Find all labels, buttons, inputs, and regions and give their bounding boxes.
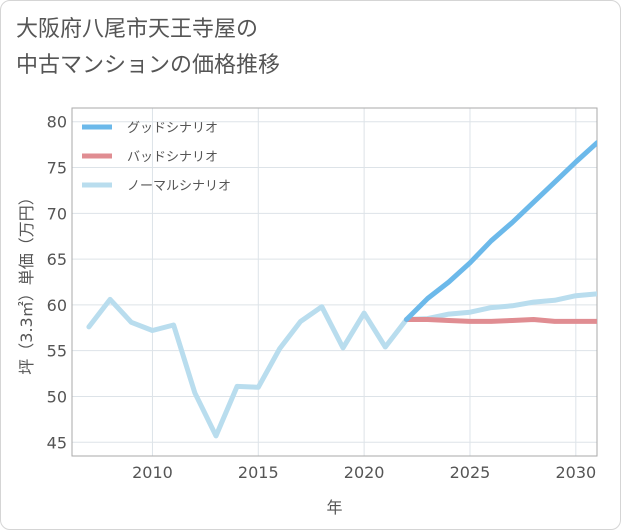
series-line-3	[86, 291, 597, 439]
y-tick-label: 45	[47, 433, 67, 452]
series-line-2	[404, 317, 597, 324]
x-tick-label: 2025	[450, 463, 491, 482]
plot-area	[71, 107, 598, 457]
x-tick-label: 2010	[132, 463, 173, 482]
y-tick-label: 65	[47, 250, 67, 269]
y-tick-label: 60	[47, 296, 67, 315]
y-tick-label: 70	[47, 204, 67, 223]
x-axis-title: 年	[326, 498, 342, 517]
x-tick-label: 2020	[344, 463, 385, 482]
legend-label-2: バッドシナリオ	[127, 150, 218, 165]
legend-label-3: ノーマルシナリオ	[127, 179, 231, 194]
gridlines	[72, 108, 597, 456]
tick-labels: 2010 2015 2020 2025 2030 45 50 55 60 65 70 75 80	[47, 113, 597, 482]
legend-label-1: グッドシナリオ	[127, 121, 218, 136]
x-tick-label: 2015	[238, 463, 279, 482]
y-tick-label: 75	[47, 159, 67, 178]
chart-title: 大阪府八尾市天王寺屋の 中古マンションの価格推移	[16, 12, 280, 84]
y-tick-label: 80	[47, 113, 67, 132]
y-axis-title: 坪（3.3㎡）単価（万円）	[17, 189, 36, 374]
y-tick-label: 50	[47, 387, 67, 406]
chart-title-line-2: 中古マンションの価格推移	[16, 53, 281, 78]
series-line-1	[404, 140, 597, 322]
x-tick-label: 2030	[555, 463, 596, 482]
chart-title-line-1: 大阪府八尾市天王寺屋の	[16, 17, 259, 42]
series-lines	[86, 140, 597, 439]
y-tick-label: 55	[47, 342, 67, 361]
